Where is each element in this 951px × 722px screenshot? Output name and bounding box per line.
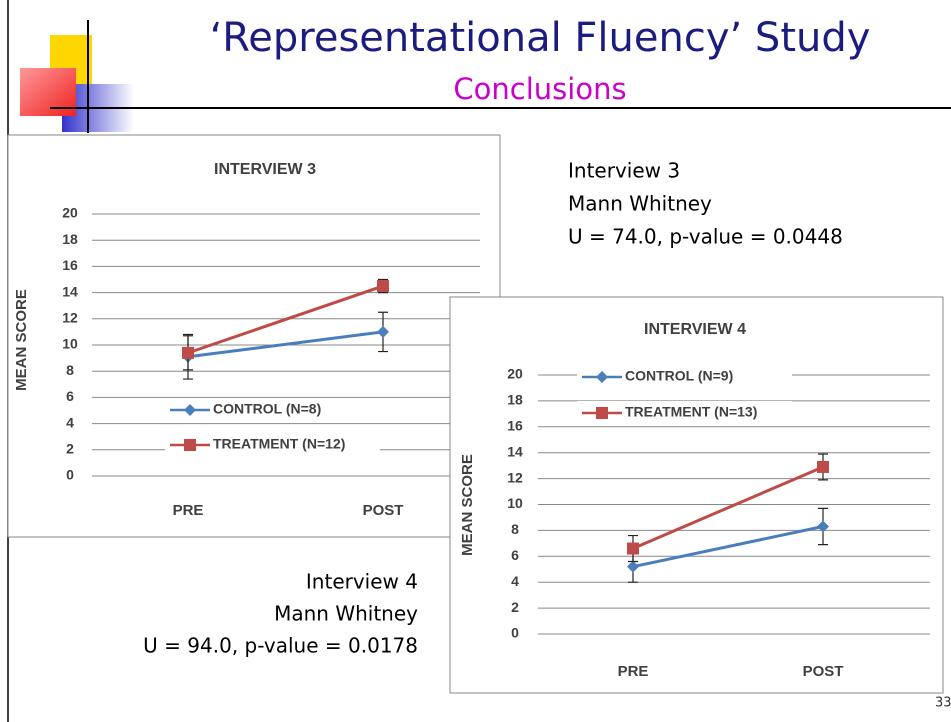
y-tick-label: 8 [511, 521, 519, 537]
marker [627, 543, 639, 555]
marker [596, 407, 608, 419]
note-text: Interview 4 [306, 570, 418, 594]
y-tick-label: 4 [66, 414, 74, 430]
marker [377, 280, 389, 292]
y-tick-label: 18 [507, 392, 523, 408]
y-tick-label: 10 [507, 495, 523, 511]
y-tick-label: 10 [62, 336, 78, 352]
y-tick-label: 4 [511, 573, 519, 589]
y-tick-label: 12 [507, 469, 523, 485]
y-tick-label: 12 [62, 310, 78, 326]
note-text: U = 94.0, p-value = 0.0178 [143, 634, 418, 658]
legend-label: TREATMENT (N=12) [213, 436, 345, 452]
y-tick-label: 2 [66, 441, 74, 457]
marker [182, 347, 194, 359]
chart-frame [8, 135, 500, 537]
y-tick-label: 14 [507, 443, 523, 459]
note-text: U = 74.0, p-value = 0.0448 [568, 225, 843, 249]
slide: ‘Representational Fluency’ Study Conclus… [0, 0, 951, 722]
note-text: Interview 3 [568, 159, 680, 183]
x-tick-label: PRE [173, 502, 204, 519]
page-number: 33 [935, 696, 951, 711]
y-tick-label: 8 [66, 362, 74, 378]
y-tick-label: 16 [507, 418, 523, 434]
y-tick-label: 0 [66, 467, 74, 483]
x-tick-label: PRE [618, 663, 649, 680]
chart-title: INTERVIEW 4 [644, 321, 746, 338]
marker [184, 439, 196, 451]
y-tick-label: 6 [66, 388, 74, 404]
marker [817, 461, 829, 473]
y-tick-label: 20 [507, 366, 523, 382]
y-tick-label: 2 [511, 599, 519, 615]
y-tick-label: 18 [62, 231, 78, 247]
y-tick-label: 14 [62, 283, 78, 299]
slide-subtitle: Conclusions [453, 72, 626, 106]
chart: 0 2 4 6 8 10 12 14 16 18 20 INTERVIEW 4 MEAN SCORE PR… [450, 297, 943, 693]
note-text: Mann Whitney [274, 602, 418, 626]
y-axis-label: MEAN SCORE [13, 289, 30, 391]
legend-label: TREATMENT (N=13) [625, 404, 757, 420]
chart: 0 2 4 6 8 10 12 14 16 18 20 INTERVIEW 3 MEAN SCORE PR… [8, 135, 500, 537]
y-tick-label: 16 [62, 257, 78, 273]
legend-label: CONTROL (N=9) [625, 368, 733, 384]
note-text: Mann Whitney [568, 192, 712, 216]
slide-title: ‘Representational Fluency’ Study [210, 15, 871, 61]
x-tick-label: POST [363, 502, 404, 519]
y-tick-label: 0 [511, 625, 519, 641]
chart-title: INTERVIEW 3 [214, 161, 316, 178]
x-tick-label: POST [803, 663, 844, 680]
y-axis-label: MEAN SCORE [459, 454, 476, 556]
y-tick-label: 6 [511, 547, 519, 563]
y-tick-label: 20 [62, 205, 78, 221]
legend-label: CONTROL (N=8) [213, 401, 321, 417]
